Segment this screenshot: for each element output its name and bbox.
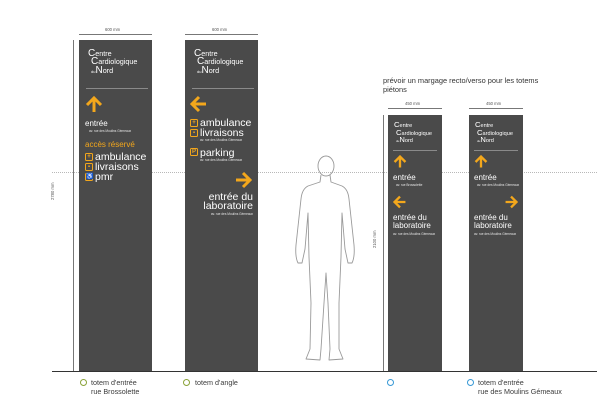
labo-address: av. rue des Moulins Gémeaux [393,232,436,236]
dim-line-width-1 [79,34,152,35]
truck-icon: ▪ [85,163,93,171]
labo-address: av. rue des Moulins Gémeaux [210,212,253,216]
brand-rule [192,88,254,89]
arrow-up-icon [85,96,103,112]
brand-logo: Centre Cardiologique duNord [88,48,138,76]
labo-label-line1: entrée du [474,213,508,222]
dim-line-width-2 [185,34,258,35]
entree-address: av. rue Brossolette [396,183,423,187]
recto-verso-note: prévoir un margage recto/verso pour les … [383,76,539,94]
ambulance-icon: + [190,119,198,127]
arrow-right-icon [236,171,252,189]
dim-width-3: 450 mm [405,101,421,106]
parking-icon: P [190,148,198,156]
parking-label: parking [200,147,235,159]
person-silhouette [295,155,355,361]
brand-logo: Centre Cardiologique duNord [394,120,432,145]
dim-line-height-small [383,115,384,371]
pmr-label: pmr [95,171,114,183]
caption-totem-1-line2: rue Brossolette [91,387,140,396]
arrow-up-icon [393,155,407,168]
entree-address: av. rue des Moulins Gémeaux [477,183,520,187]
dim-width-1: 600 mm [105,27,121,32]
entree-label: entrée [474,173,497,182]
totem-pieton-2: Centre Cardiologique duNord entrée av. r… [469,115,523,371]
caption-totem-4-line1: totem d'entrée [478,378,524,387]
dim-width-4: 450 mm [486,101,502,106]
labo-label-line1: entrée du [393,213,427,222]
arrow-left-icon [393,195,406,209]
totem-pieton-1: Centre Cardiologique duNord entrée av. r… [388,115,442,371]
parking-address: av. rue des Moulins Gémeaux [200,158,243,162]
entree-address: av. rue des Moulins Gémeaux [89,129,132,133]
labo-label-line2: laboratoire [474,221,512,230]
caption-totem-1-line1: totem d'entrée [91,378,137,387]
arrow-right-icon [505,195,518,209]
dim-line-height-large [73,40,74,371]
labo-label-line2: laboratoire [203,200,253,212]
badge-totem-1 [80,379,87,386]
ground-line [52,371,597,372]
brand-rule [86,88,148,89]
ambulance-label: ambulance [200,117,252,129]
livraisons-label: livraisons [95,161,139,173]
truck-icon: ▪ [190,129,198,137]
entree-label: entrée [393,173,416,182]
arrow-up-icon [474,155,488,168]
badge-totem-3 [387,379,394,386]
caption-totem-2-line1: totem d'angle [195,378,238,387]
badge-totem-2 [183,379,190,386]
totem-entree-brossolette: Centre Cardiologique duNord entrée av. r… [79,40,152,371]
acces-reserve-label: accès réservé [85,140,135,149]
livraisons-label: livraisons [200,127,244,139]
badge-totem-4 [467,379,474,386]
labo-label-line1: entrée du [208,191,253,203]
ambulance-label: ambulance [95,151,147,163]
arrow-left-icon [190,95,206,113]
dim-height-small: 2100 mm [372,230,377,248]
dim-height-large: 2780 mm [50,182,55,200]
labo-address: av. rue des Moulins Gémeaux [474,232,517,236]
brand-rule [474,150,518,151]
ambulance-icon: + [85,153,93,161]
labo-label-line2: laboratoire [393,221,431,230]
brand-logo: Centre Cardiologique duNord [194,48,244,76]
dim-width-2: 600 mm [212,27,228,32]
livraisons-address: av. rue des Moulins Gémeaux [200,138,243,142]
caption-totem-4-line2: rue des Moulins Gémeaux [478,387,562,396]
brand-rule [393,150,437,151]
dim-line-width-3 [388,108,442,109]
brand-logo: Centre Cardiologique duNord [475,120,513,145]
dim-line-width-4 [469,108,523,109]
reference-dotted-line [52,172,597,173]
totem-angle: Centre Cardiologique duNord + ambulance … [185,40,258,371]
wheelchair-icon: ♿ [85,173,94,181]
entree-label: entrée [85,119,108,128]
